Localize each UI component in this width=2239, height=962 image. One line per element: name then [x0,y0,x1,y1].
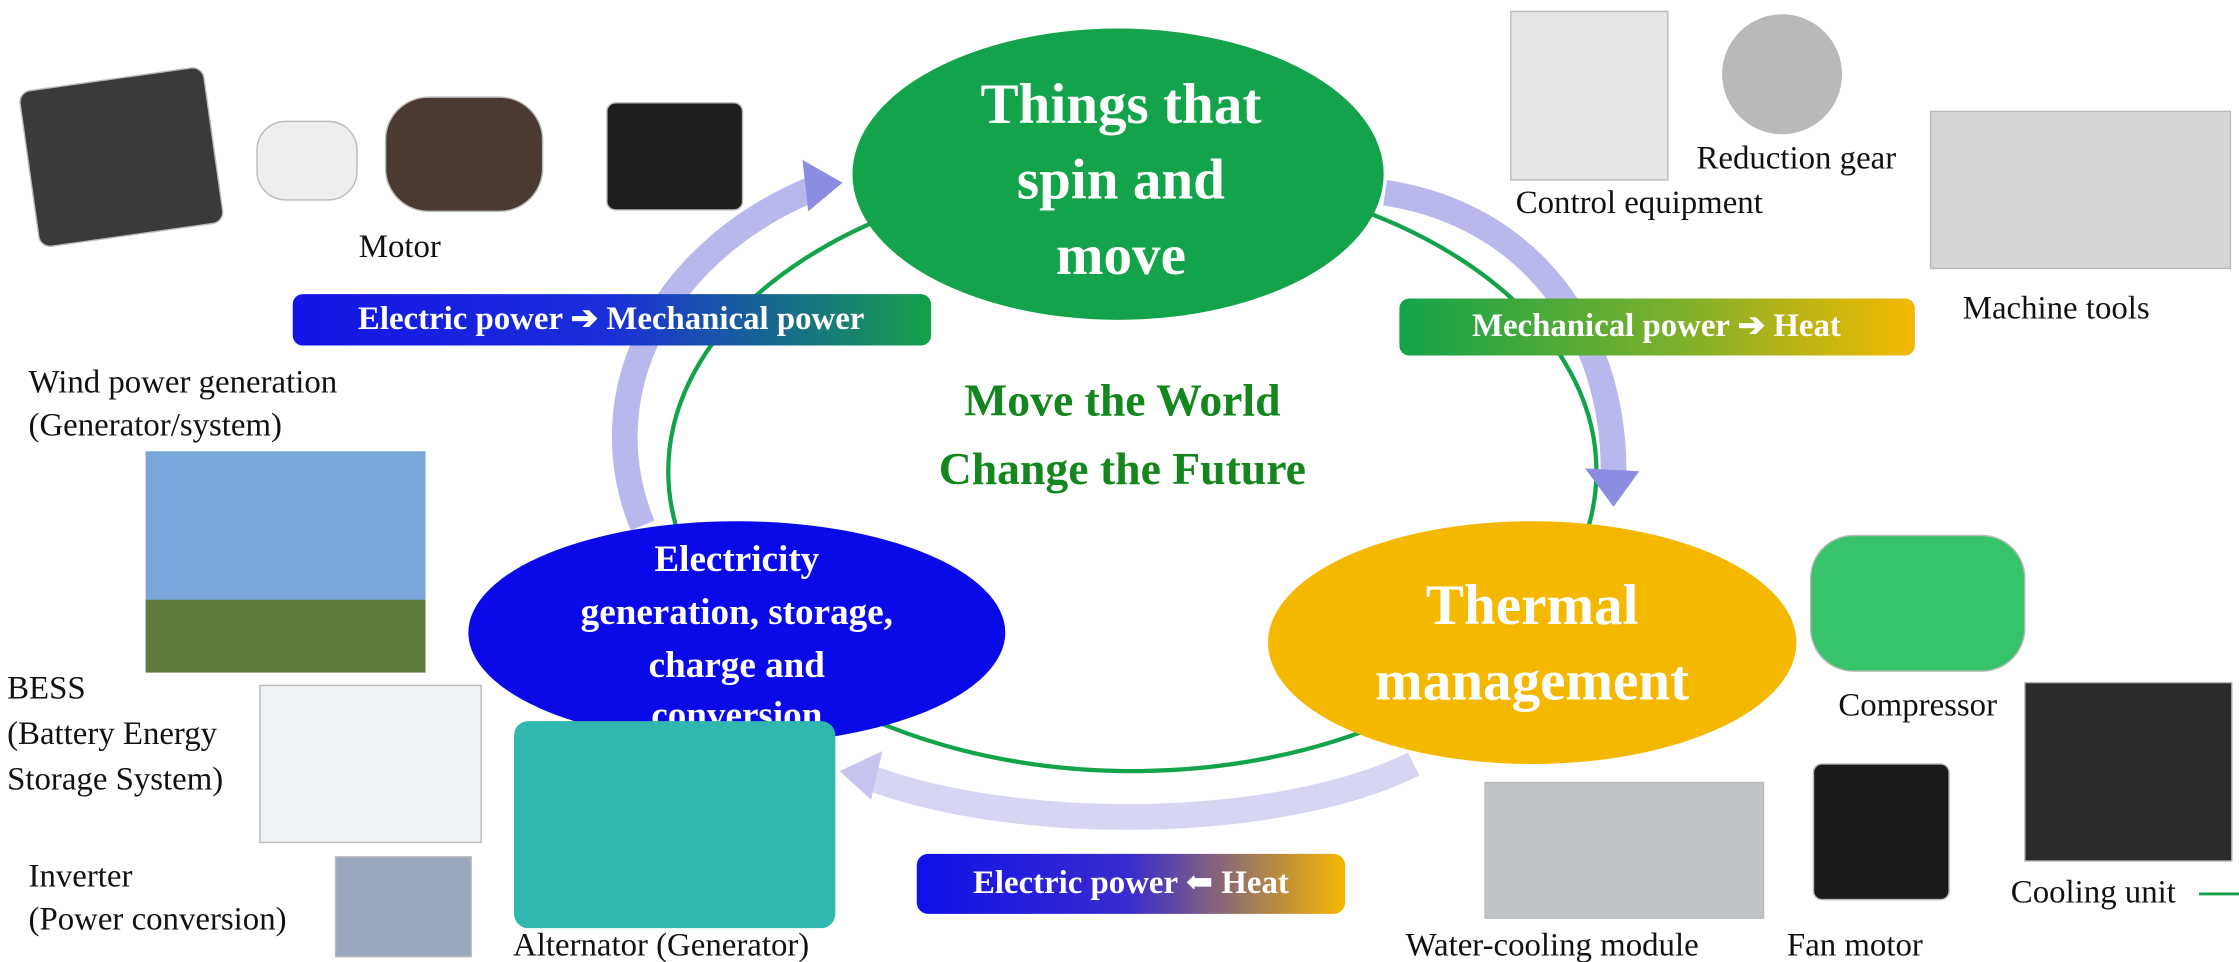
item-label: Compressor [1838,687,1997,723]
node-text: move [1056,224,1186,287]
flow-arc [625,186,821,526]
alternator-image [514,721,835,928]
bess-image [260,685,481,842]
transition-label: Mechanical power ➔ Heat [1472,308,1841,344]
node-text: management [1375,650,1689,713]
page: { "center": {"lines": ["Move the World",… [0,0,2239,962]
diagram: Things that spin and move Thermal manage… [0,0,2239,962]
motor-image [386,97,543,211]
node-ellipse [1268,521,1796,764]
motor-image [257,121,357,200]
item-label: Cooling unit [2011,874,2176,910]
item-label: Control equipment [1516,185,1763,221]
node-text: Thermal [1426,574,1639,637]
inverter-image [336,857,472,957]
reduction-gear-image [1722,14,1842,134]
item-label: Water-cooling module [1406,927,1699,962]
item-label: BESS [7,670,85,706]
motor-image [607,103,743,210]
item-label: (Battery Energy [7,716,218,752]
item-label: Reduction gear [1697,140,1897,176]
center-text: Change the Future [939,443,1306,494]
water-cooling-image [1485,783,1763,919]
machine-tools-image [1931,111,2231,268]
transition-label: Electric power ➔ Mechanical power [358,301,864,337]
item-label: Wind power generation [29,365,338,401]
item-label: (Generator/system) [29,408,282,444]
item-label: Machine tools [1963,290,2150,326]
center-text: Move the World [964,375,1280,426]
fan-motor-image [1813,764,1949,900]
item-label: (Power conversion) [29,902,287,938]
node-text: generation, storage, [581,592,893,633]
node-text: Electricity [654,539,819,580]
item-label: Alternator (Generator) [513,927,809,962]
wind-image [146,600,426,673]
item-label: Inverter [29,859,133,895]
item-label: Storage System) [7,762,223,798]
node-text: Things that [980,73,1261,136]
hdd-image [19,66,225,247]
transition-label: Electric power ⬅ Heat [973,865,1289,901]
item-label: Fan motor [1787,927,1923,962]
cooling-unit-image [2025,683,2232,861]
node-text: charge and [649,645,826,686]
item-label: Motor [359,229,441,265]
node-text: spin and [1017,148,1225,211]
flow-arrowhead [802,160,842,211]
compressor-image [1811,535,2025,671]
control-equipment-image [1511,11,1668,179]
